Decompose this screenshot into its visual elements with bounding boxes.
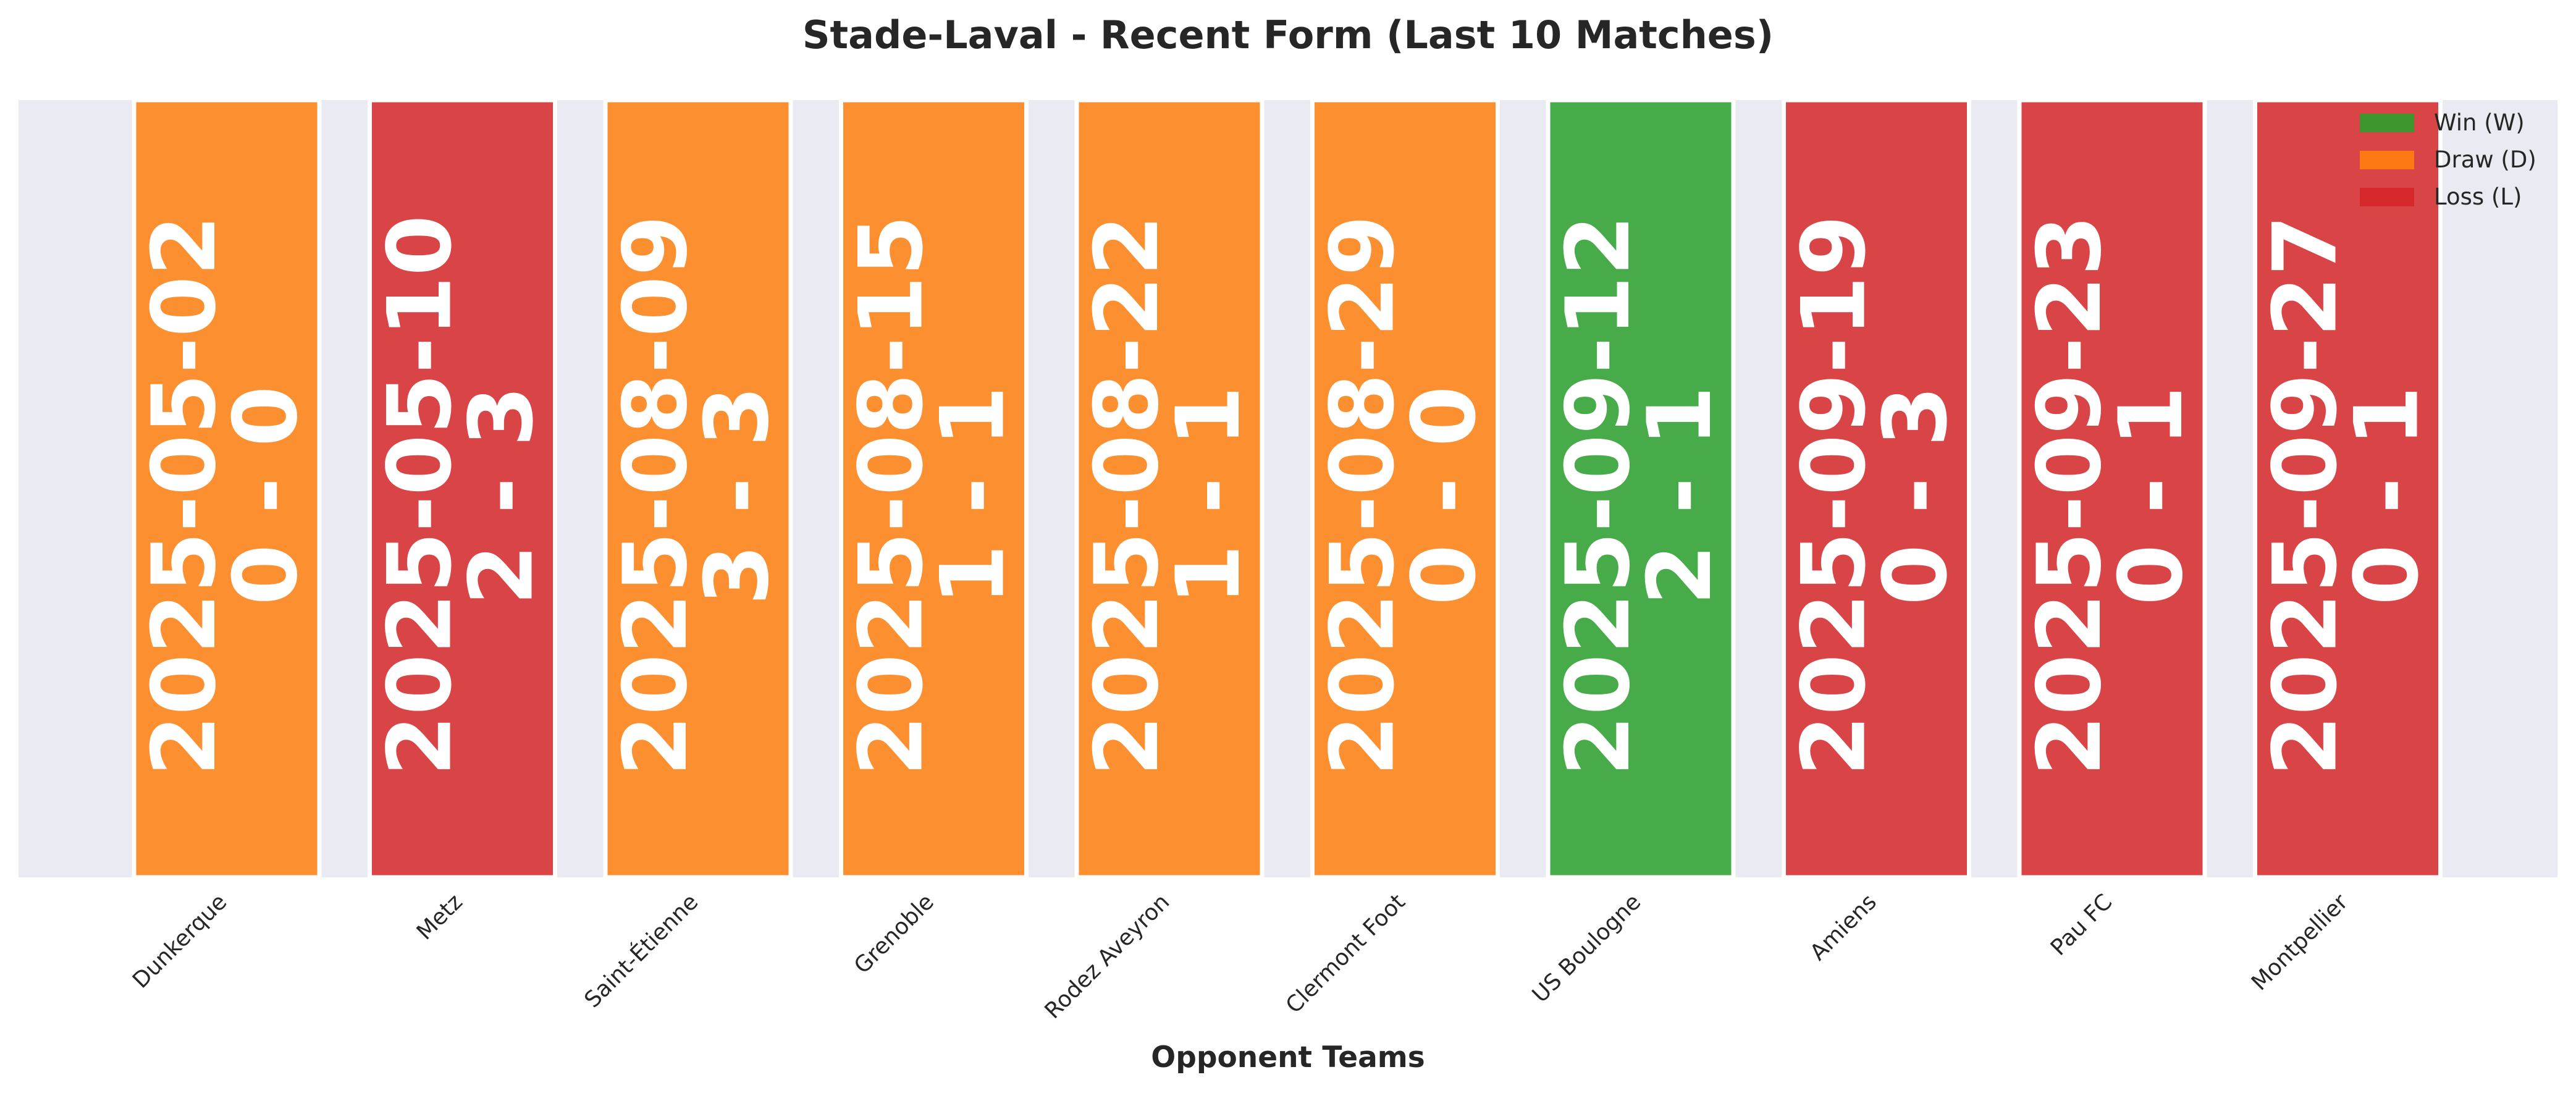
bar-rodez-aveyron [1074, 98, 1265, 880]
bar-label-score: 1 - 1 [922, 386, 1024, 605]
bar-label-score: 0 - 0 [1394, 386, 1496, 605]
bar-label-score: 1 - 1 [1158, 386, 1260, 605]
bar-label-score: 3 - 3 [686, 386, 788, 605]
legend-swatch [2360, 151, 2414, 169]
bar-montpellier [2253, 98, 2443, 880]
bar-label-date: 2025-05-02 [133, 215, 235, 776]
bar-label: 2025-08-151 - 1 [841, 215, 1024, 776]
bar-us-boulogne [1546, 98, 1736, 880]
bar-clermont-foot [1310, 98, 1500, 880]
bar-saint-tienne [603, 98, 793, 880]
bar-label-date: 2025-08-22 [1076, 215, 1178, 776]
bar-label-date: 2025-09-23 [2019, 215, 2121, 776]
bar-label-score: 2 - 1 [1629, 386, 1731, 605]
bar-label-score: 0 - 0 [215, 386, 317, 605]
bar-label: 2025-09-122 - 1 [1547, 215, 1731, 776]
legend-label: Draw (D) [2434, 146, 2536, 173]
legend: Win (W) Draw (D) Loss (L) [2360, 109, 2536, 210]
bar-label-date: 2025-09-19 [1783, 215, 1885, 776]
bar-metz [368, 98, 557, 880]
bar-label: 2025-05-102 - 3 [369, 215, 553, 776]
bar-label-date: 2025-08-29 [1312, 215, 1414, 776]
legend-swatch [2360, 114, 2414, 132]
bar-grenoble [839, 98, 1029, 880]
bars-layer [132, 98, 2443, 880]
bar-labels-layer: 2025-05-020 - 0 2025-05-102 - 3 2025-08-09… [133, 215, 2438, 776]
bar-label-score: 0 - 1 [2336, 386, 2438, 605]
bar-label: 2025-09-230 - 1 [2019, 215, 2202, 776]
bar-label-date: 2025-08-09 [605, 215, 707, 776]
x-axis-label: Opponent Teams [1151, 1040, 1425, 1074]
bar-label: 2025-08-290 - 0 [1312, 215, 1496, 776]
bar-label: 2025-09-270 - 1 [2255, 215, 2438, 776]
bar-label-date: 2025-09-12 [1547, 215, 1649, 776]
legend-swatch [2360, 188, 2414, 206]
legend-label: Loss (L) [2434, 184, 2522, 210]
legend-label: Win (W) [2434, 109, 2525, 136]
bar-label: 2025-05-020 - 0 [133, 215, 317, 776]
bar-dunkerque [132, 98, 322, 880]
bar-label: 2025-08-093 - 3 [605, 215, 788, 776]
bar-label-score: 0 - 1 [2100, 386, 2202, 605]
bar-label-date: 2025-09-27 [2255, 215, 2357, 776]
bar-label-score: 2 - 3 [451, 386, 553, 605]
bar-label: 2025-09-190 - 3 [1783, 215, 1967, 776]
bar-label-score: 0 - 3 [1865, 386, 1967, 605]
bar-pau-fc [2017, 98, 2207, 880]
bar-label-date: 2025-08-15 [841, 215, 943, 776]
bar-label: 2025-08-221 - 1 [1076, 215, 1260, 776]
bar-label-date: 2025-05-10 [369, 215, 471, 776]
chart-title: Stade-Laval - Recent Form (Last 10 Match… [802, 12, 1774, 57]
bar-amiens [1782, 98, 1971, 880]
